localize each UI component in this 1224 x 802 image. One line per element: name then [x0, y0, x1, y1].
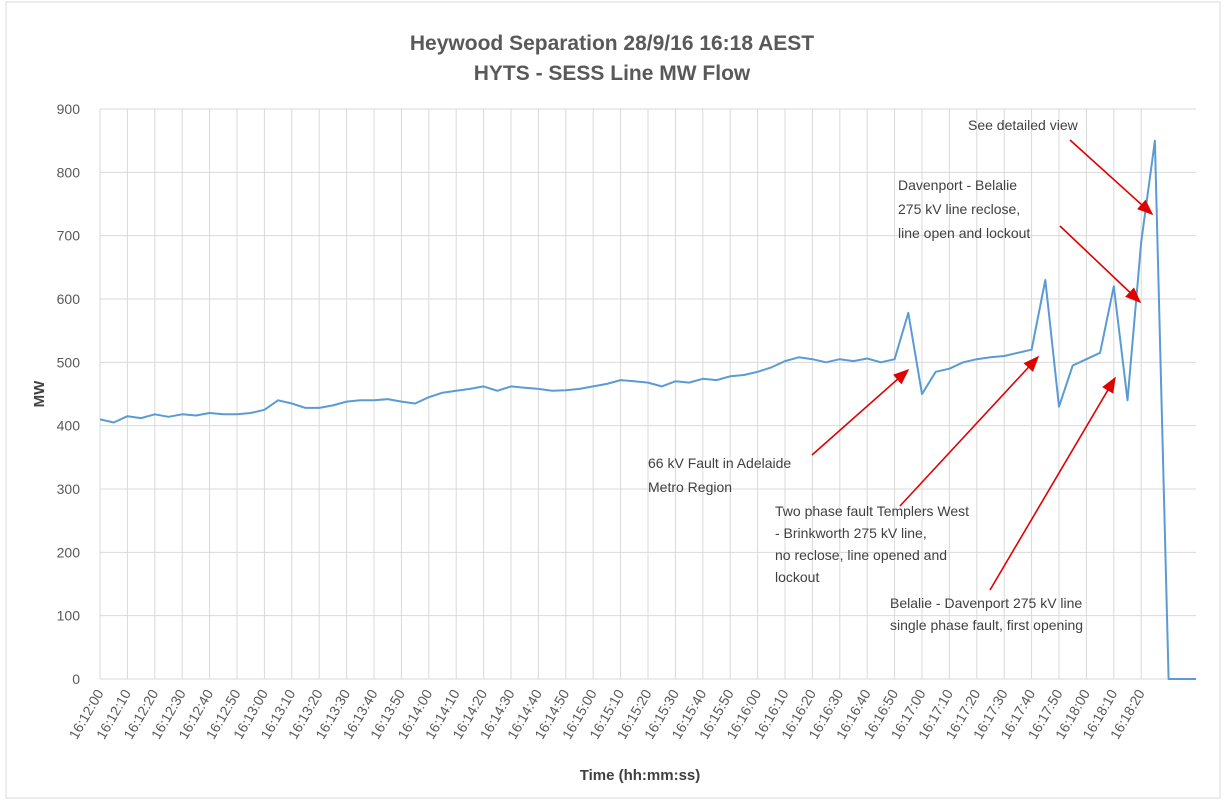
line-series	[99, 139, 1196, 680]
annotation: Metro Region	[648, 479, 732, 495]
annotation: See detailed view	[968, 117, 1079, 133]
y-tick-label: 800	[57, 164, 81, 180]
y-tick-label: 100	[57, 608, 81, 624]
arrows	[811, 139, 1154, 591]
y-tick-label: 200	[57, 544, 81, 560]
plot	[99, 139, 1196, 680]
y-tick-label: 700	[57, 228, 81, 244]
y-tick-label: 600	[57, 291, 81, 307]
y-tick-label: 300	[57, 481, 81, 497]
y-tick-label: 500	[57, 354, 81, 370]
arrow	[1059, 225, 1142, 304]
arrow	[989, 376, 1116, 591]
arrow	[899, 355, 1040, 507]
y-tick-label: 400	[57, 418, 81, 434]
annotation: lockout	[775, 569, 819, 585]
y-tick-label: 0	[72, 671, 80, 687]
annotation: single phase fault, first opening	[890, 617, 1083, 633]
grid	[99, 108, 1196, 680]
chart-title: HYTS - SESS Line MW Flow	[474, 62, 751, 85]
y-axis-title: MW	[31, 380, 48, 407]
chart-border	[5, 1, 1221, 799]
x-axis-title: Time (hh:mm:ss)	[580, 767, 701, 784]
chart-title: Heywood Separation 28/9/16 16:18 AEST	[410, 32, 814, 55]
y-tick-label: 900	[57, 101, 81, 117]
annotation: Belalie - Davenport 275 kV line	[890, 595, 1082, 611]
annotation: - Brinkworth 275 kV line,	[775, 525, 927, 541]
annotation: 66 kV Fault in Adelaide	[648, 455, 791, 471]
annotation: Two phase fault Templers West	[775, 503, 969, 519]
annotation: 275 kV line reclose,	[898, 201, 1020, 217]
arrow	[811, 368, 910, 456]
annotation: no reclose, line opened and	[775, 547, 947, 563]
annotation: Davenport - Belalie	[898, 177, 1017, 193]
annotation: line open and lockout	[898, 225, 1030, 241]
arrow	[1069, 139, 1154, 216]
